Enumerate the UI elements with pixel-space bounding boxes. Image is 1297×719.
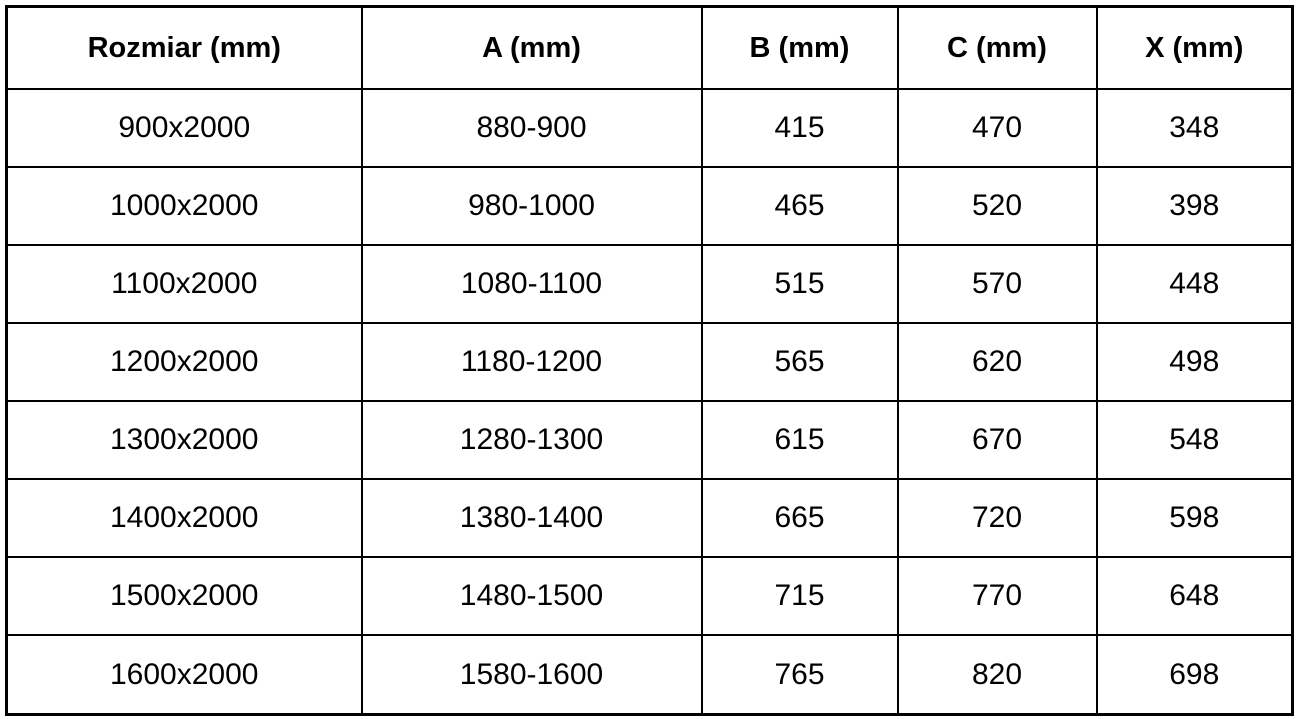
table-cell: 470 bbox=[896, 87, 1098, 169]
table-row: 1600x2000 1580-1600 765 820 698 bbox=[5, 634, 1294, 716]
table-cell: 1400x2000 bbox=[5, 478, 363, 559]
table-cell: 520 bbox=[896, 166, 1098, 247]
size-spec-table: Rozmiar (mm) A (mm) B (mm) C (mm) X (mm) 900x… bbox=[5, 5, 1294, 716]
column-header: Rozmiar (mm) bbox=[5, 5, 363, 90]
table-cell: 720 bbox=[896, 478, 1098, 559]
table-cell: 980-1000 bbox=[360, 166, 703, 247]
table-cell: 1100x2000 bbox=[5, 244, 363, 325]
table-cell: 548 bbox=[1095, 400, 1294, 481]
table-row: 1300x2000 1280-1300 615 670 548 bbox=[5, 400, 1294, 481]
header-row: Rozmiar (mm) A (mm) B (mm) C (mm) X (mm) bbox=[5, 5, 1294, 90]
table-cell: 498 bbox=[1095, 322, 1294, 403]
table-cell: 770 bbox=[896, 556, 1098, 637]
table-cell: 1200x2000 bbox=[5, 322, 363, 403]
table-cell: 1280-1300 bbox=[360, 400, 703, 481]
table-cell: 820 bbox=[896, 634, 1098, 716]
column-header: B (mm) bbox=[700, 5, 899, 90]
table-cell: 1180-1200 bbox=[360, 322, 703, 403]
table-cell: 570 bbox=[896, 244, 1098, 325]
table-cell: 698 bbox=[1095, 634, 1294, 716]
table-cell: 348 bbox=[1095, 87, 1294, 169]
table-cell: 515 bbox=[700, 244, 899, 325]
table-cell: 465 bbox=[700, 166, 899, 247]
column-header: X (mm) bbox=[1095, 5, 1294, 90]
column-header: C (mm) bbox=[896, 5, 1098, 90]
table-cell: 1600x2000 bbox=[5, 634, 363, 716]
table-cell: 615 bbox=[700, 400, 899, 481]
table-cell: 448 bbox=[1095, 244, 1294, 325]
table-cell: 620 bbox=[896, 322, 1098, 403]
table-cell: 1300x2000 bbox=[5, 400, 363, 481]
table-row: 1000x2000 980-1000 465 520 398 bbox=[5, 166, 1294, 247]
table-cell: 648 bbox=[1095, 556, 1294, 637]
table-cell: 1500x2000 bbox=[5, 556, 363, 637]
table-cell: 1480-1500 bbox=[360, 556, 703, 637]
table-cell: 415 bbox=[700, 87, 899, 169]
table-cell: 565 bbox=[700, 322, 899, 403]
column-header: A (mm) bbox=[360, 5, 703, 90]
table-cell: 398 bbox=[1095, 166, 1294, 247]
table-cell: 1580-1600 bbox=[360, 634, 703, 716]
table-row: 1500x2000 1480-1500 715 770 648 bbox=[5, 556, 1294, 637]
table-cell: 880-900 bbox=[360, 87, 703, 169]
table-cell: 1000x2000 bbox=[5, 166, 363, 247]
table-cell: 598 bbox=[1095, 478, 1294, 559]
table-cell: 900x2000 bbox=[5, 87, 363, 169]
table-cell: 765 bbox=[700, 634, 899, 716]
table-cell: 715 bbox=[700, 556, 899, 637]
table-cell: 1080-1100 bbox=[360, 244, 703, 325]
table-row: 1100x2000 1080-1100 515 570 448 bbox=[5, 244, 1294, 325]
table-row: 900x2000 880-900 415 470 348 bbox=[5, 87, 1294, 169]
table-cell: 670 bbox=[896, 400, 1098, 481]
table-row: 1200x2000 1180-1200 565 620 498 bbox=[5, 322, 1294, 403]
table-cell: 665 bbox=[700, 478, 899, 559]
table-row: 1400x2000 1380-1400 665 720 598 bbox=[5, 478, 1294, 559]
table-cell: 1380-1400 bbox=[360, 478, 703, 559]
